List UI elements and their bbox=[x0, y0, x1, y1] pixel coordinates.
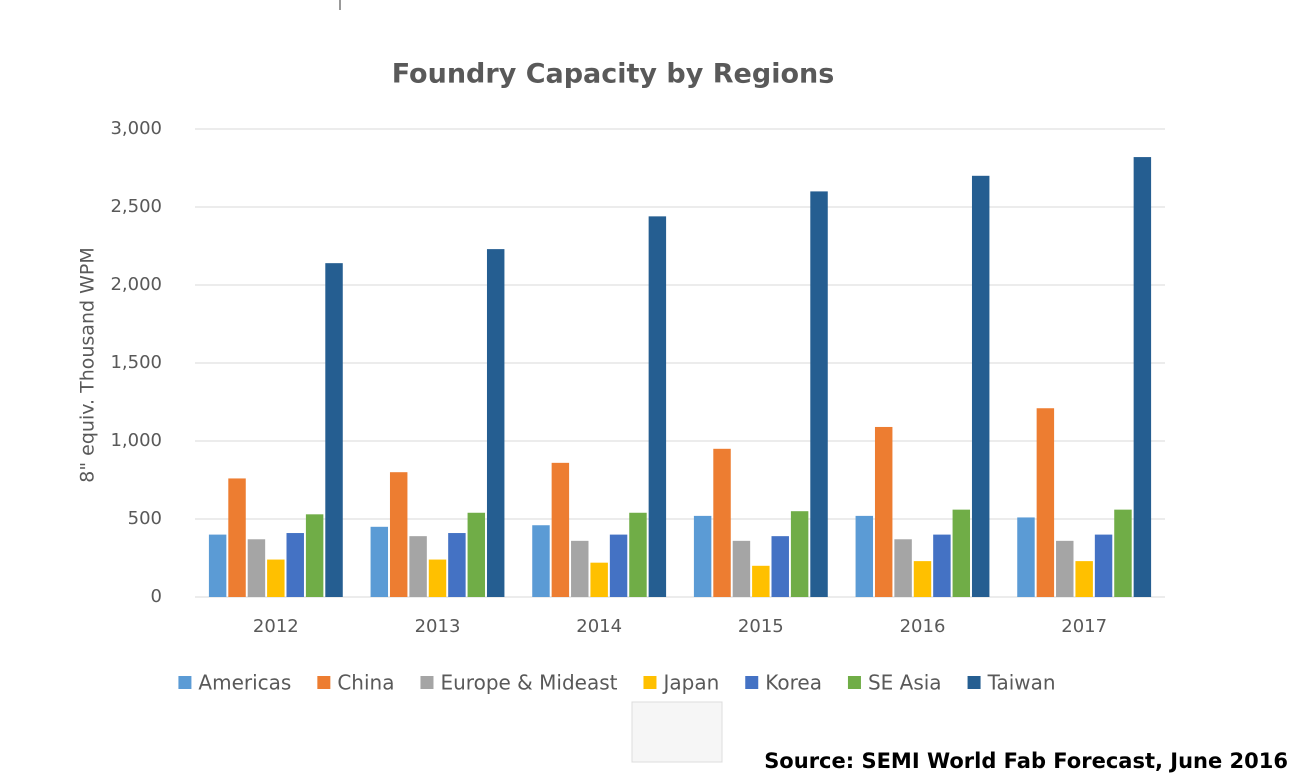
bar bbox=[771, 536, 789, 597]
x-tick-label: 2015 bbox=[738, 616, 784, 637]
y-tick-label: 2,500 bbox=[110, 196, 162, 217]
thumbnail bbox=[631, 701, 723, 763]
legend-label: Taiwan bbox=[987, 671, 1056, 695]
bar bbox=[448, 533, 466, 597]
legend-label: Japan bbox=[661, 671, 719, 695]
source-note: Source: SEMI World Fab Forecast, June 20… bbox=[764, 749, 1288, 773]
bar bbox=[894, 539, 912, 597]
bar bbox=[409, 536, 427, 597]
bar bbox=[1133, 157, 1152, 597]
bar bbox=[325, 263, 343, 597]
bar bbox=[952, 509, 971, 597]
bar bbox=[370, 526, 389, 597]
legend-label: SE Asia bbox=[868, 671, 942, 695]
bar bbox=[428, 559, 447, 597]
bar bbox=[693, 515, 712, 597]
y-tick-label: 1,500 bbox=[110, 352, 162, 373]
bar bbox=[810, 191, 828, 597]
y-tick-label: 2,000 bbox=[110, 274, 162, 295]
bar bbox=[790, 511, 809, 597]
bar bbox=[874, 426, 893, 597]
bar bbox=[629, 512, 647, 597]
legend-swatch bbox=[178, 676, 192, 689]
legend-label: Europe & Mideast bbox=[440, 671, 617, 695]
x-tick-label: 2016 bbox=[900, 616, 946, 637]
chart-title: Foundry Capacity by Regions bbox=[392, 59, 835, 90]
bar bbox=[267, 559, 285, 597]
bar bbox=[467, 512, 486, 597]
bar bbox=[1017, 517, 1035, 597]
bar bbox=[609, 534, 628, 597]
bar bbox=[247, 539, 266, 597]
bar bbox=[389, 472, 408, 597]
bar bbox=[486, 249, 505, 597]
bar bbox=[933, 534, 951, 597]
bar bbox=[752, 565, 770, 597]
bar bbox=[590, 562, 608, 597]
bar bbox=[286, 533, 304, 597]
legend-swatch bbox=[317, 676, 331, 689]
bar bbox=[305, 514, 324, 597]
bar bbox=[571, 540, 589, 597]
bar bbox=[208, 534, 227, 597]
y-tick-label: 500 bbox=[128, 508, 162, 529]
bar bbox=[551, 462, 570, 597]
bar bbox=[913, 561, 932, 597]
bar bbox=[1075, 561, 1093, 597]
y-tick-label: 0 bbox=[151, 586, 162, 607]
legend-swatch bbox=[847, 676, 861, 689]
legend-label: China bbox=[337, 671, 394, 695]
legend-label: Korea bbox=[765, 671, 822, 695]
legend-swatch bbox=[967, 676, 981, 689]
bar bbox=[648, 216, 667, 598]
legend-swatch bbox=[420, 676, 434, 689]
bar bbox=[1036, 408, 1055, 597]
bar bbox=[1114, 509, 1132, 597]
x-tick-label: 2014 bbox=[576, 616, 622, 637]
bar bbox=[713, 448, 731, 597]
x-tick-label: 2013 bbox=[415, 616, 461, 637]
thumbnail-frame bbox=[631, 701, 723, 763]
bar bbox=[971, 175, 990, 598]
legend-label: Americas bbox=[198, 671, 291, 695]
legend: Americas China Europe & Mideast Japan Korea S… bbox=[178, 671, 1056, 695]
y-axis-label: 8" equiv. Thousand WPM bbox=[77, 247, 99, 482]
legend-swatch bbox=[643, 676, 657, 689]
y-tick-label: 3,000 bbox=[110, 118, 162, 139]
bar bbox=[228, 478, 246, 597]
y-tick-label: 1,000 bbox=[110, 430, 162, 451]
x-tick-label: 2017 bbox=[1061, 616, 1107, 637]
x-tick-label: 2012 bbox=[253, 616, 299, 637]
bar bbox=[1094, 534, 1113, 597]
bar bbox=[1056, 540, 1074, 597]
bar bbox=[855, 515, 874, 597]
bar bbox=[732, 540, 751, 597]
legend-swatch bbox=[745, 676, 759, 689]
bar bbox=[532, 525, 550, 597]
